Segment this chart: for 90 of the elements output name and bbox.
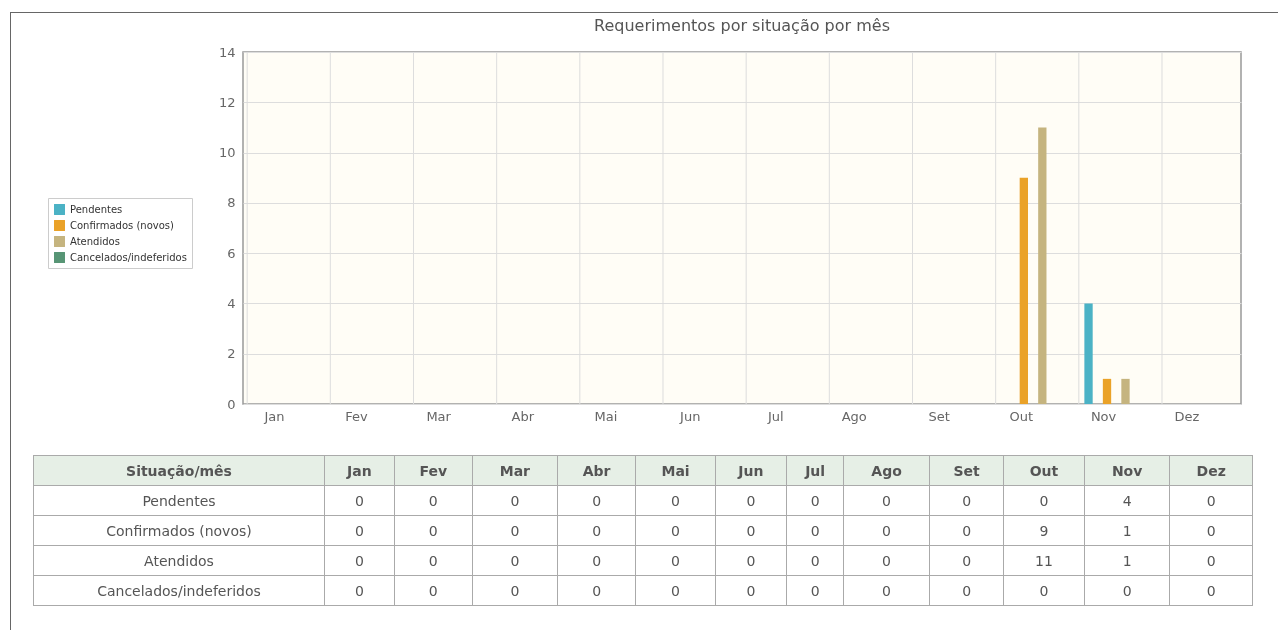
category-label: Mar	[426, 408, 451, 424]
data-label: 0	[1169, 545, 1253, 576]
data-label: 0	[929, 575, 1004, 606]
data-label: 0	[394, 515, 473, 546]
data-label: 4	[1084, 485, 1170, 516]
y-tick-label: 12	[218, 94, 236, 110]
category-label: Nov	[1090, 408, 1117, 424]
data-label: 0	[472, 485, 558, 516]
data-label: 0	[635, 545, 716, 576]
data-label: 0	[929, 515, 1004, 546]
category-label: Out	[1009, 408, 1034, 424]
data-label: 0	[1169, 515, 1253, 546]
text: Atendidos	[144, 552, 214, 569]
data-label: 0	[843, 515, 930, 546]
x-tick-label: Jun	[715, 455, 787, 486]
data-label: 0	[394, 575, 473, 606]
data-label: 0	[786, 515, 844, 546]
text: Situação/mês	[33, 455, 325, 486]
x-tick-label: Nov	[1084, 455, 1170, 486]
data-label: 0	[324, 545, 395, 576]
data-label: 0	[557, 485, 636, 516]
data-label: 0	[324, 575, 395, 606]
data-label: 0	[472, 545, 558, 576]
data-label: 0	[394, 485, 473, 516]
text: Cancelados/indeferidos	[97, 582, 261, 599]
data-label: 0	[394, 545, 473, 576]
x-tick-label: Mar	[472, 455, 558, 486]
x-tick-label: Set	[929, 455, 1004, 486]
text: Pendentes	[142, 492, 216, 509]
category-label: Set	[928, 408, 950, 424]
data-label: 0	[557, 575, 636, 606]
data-label: 0	[786, 575, 844, 606]
legend-label: Confirmados (novos)	[70, 219, 174, 231]
data-label: 0	[715, 575, 787, 606]
category-label: Ago	[841, 408, 867, 424]
category-label: Abr	[511, 408, 535, 424]
text: Confirmados (novos)	[106, 522, 252, 539]
x-tick-label: Mai	[635, 455, 716, 486]
data-label: 0	[929, 485, 1004, 516]
data-label: 0	[635, 485, 716, 516]
data-label: 0	[1169, 485, 1253, 516]
data-label: 0	[324, 515, 395, 546]
y-tick-label: 0	[227, 396, 236, 412]
category-label: Jun	[680, 408, 701, 424]
data-label: 0	[635, 515, 716, 546]
data-label: 9	[1003, 515, 1085, 546]
y-tick-label: 4	[227, 295, 236, 311]
data-label: 0	[472, 575, 558, 606]
data-label: 0	[929, 545, 1004, 576]
category-label: Jan	[264, 408, 285, 424]
y-tick-label: 2	[227, 346, 236, 362]
data-label: 0	[1084, 575, 1170, 606]
data-label: 0	[843, 485, 930, 516]
x-tick-label: Jul	[786, 455, 844, 486]
data-label: 0	[1003, 575, 1085, 606]
data-label: 0	[1169, 575, 1253, 606]
data-label: 0	[324, 485, 395, 516]
data-label: 0	[715, 545, 787, 576]
category-label: Mai	[594, 408, 618, 424]
x-tick-label: Jan	[324, 455, 395, 486]
legend-label: Cancelados/indeferidos	[70, 251, 187, 263]
y-tick-label: 14	[218, 44, 236, 60]
data-label: 0	[786, 485, 844, 516]
x-tick-label: Fev	[394, 455, 473, 486]
data-label: 0	[843, 545, 930, 576]
data-label: 0	[715, 485, 787, 516]
data-label: 1	[1084, 545, 1170, 576]
x-tick-label: Ago	[843, 455, 930, 486]
data-label: 0	[557, 545, 636, 576]
data-label: 0	[472, 515, 558, 546]
legend-label: Atendidos	[70, 235, 120, 247]
data-label: 0	[715, 515, 787, 546]
category-label: Jul	[767, 408, 784, 424]
data-label: 0	[1003, 485, 1085, 516]
data-label: 0	[557, 515, 636, 546]
y-tick-label: 6	[227, 245, 236, 261]
x-tick-label: Dez	[1169, 455, 1253, 486]
y-tick-label: 10	[218, 145, 236, 161]
category-label: Dez	[1174, 408, 1200, 424]
data-label: 0	[786, 545, 844, 576]
category-label: Fev	[345, 408, 368, 424]
data-label: 1	[1084, 515, 1170, 546]
legend-label: Pendentes	[70, 203, 123, 215]
chart-title: Requerimentos por situação por mês	[594, 16, 890, 35]
data-label: 11	[1003, 545, 1085, 576]
x-tick-label: Abr	[557, 455, 636, 486]
data-label: 0	[635, 575, 716, 606]
x-tick-label: Out	[1003, 455, 1085, 486]
y-tick-label: 8	[227, 195, 236, 211]
data-label: 0	[843, 575, 930, 606]
